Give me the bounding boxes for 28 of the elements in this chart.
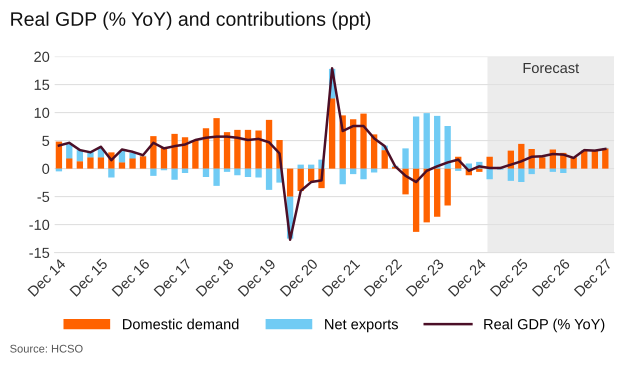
y-tick-label: -15 (29, 248, 50, 258)
band-label: Forecast (524, 62, 580, 74)
y-tick-label: -5 (37, 192, 50, 202)
y-tick-label: 5 (42, 136, 50, 146)
x-tick-label: Dec 19 (238, 258, 276, 297)
chart-title: Real GDP (% YoY) and contributions (ppt) (11, 12, 370, 30)
y-tick-label: 15 (34, 80, 50, 90)
legend-label: Domestic demand (123, 318, 238, 330)
x-tick-label: Dec 27 (574, 258, 612, 297)
x-tick-label: Dec 24 (448, 258, 487, 297)
x-tick-label: Dec 16 (111, 258, 150, 297)
y-tick-label: -10 (29, 220, 50, 230)
x-tick-label: Dec 21 (322, 258, 360, 297)
source-note: Source: HCSO (10, 344, 83, 353)
x-tick-label: Dec 22 (364, 258, 402, 297)
y-tick-label: 10 (34, 108, 50, 118)
x-tick-label: Dec 20 (280, 258, 318, 297)
legend-label: Net exports (325, 319, 398, 332)
y-tick-label: 0 (42, 164, 50, 174)
x-tick-label: Dec 25 (490, 258, 528, 297)
x-tick-label: Dec 14 (27, 258, 66, 297)
y-tick-label: 20 (34, 52, 50, 62)
legend-label: Real GDP (% YoY) (484, 318, 604, 332)
x-tick-label: Dec 15 (69, 258, 108, 297)
x-tick-label: Dec 26 (532, 258, 570, 297)
x-tick-label: Dec 18 (195, 258, 234, 297)
x-tick-label: Dec 23 (406, 258, 444, 297)
x-tick-label: Dec 17 (154, 258, 192, 297)
